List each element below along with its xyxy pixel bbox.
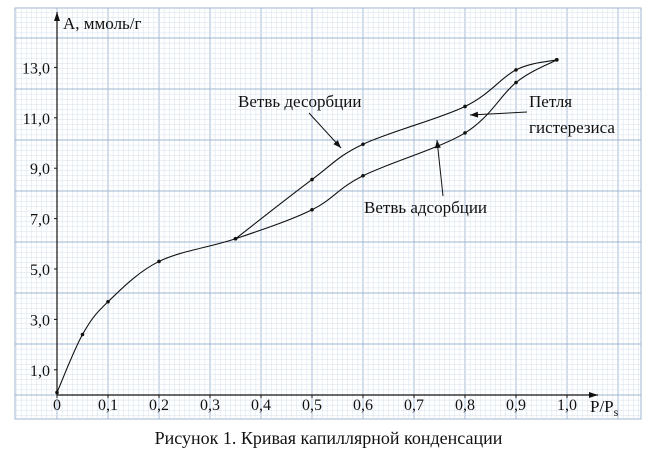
adsorption-point bbox=[361, 173, 365, 178]
graph-paper-sheet bbox=[14, 7, 642, 420]
adsorption-point bbox=[514, 80, 518, 85]
figure-caption: Рисунок 1. Кривая капиллярной конденсаци… bbox=[154, 428, 503, 448]
x-tick-label: 0,9 bbox=[506, 397, 526, 414]
x-axis-label: P/Ps bbox=[590, 397, 619, 419]
y-tick-label: 1,0 bbox=[30, 363, 50, 380]
hysteresis-label-line2: гистерезиса bbox=[529, 118, 615, 137]
x-axis-label-p: P/P bbox=[590, 397, 614, 416]
x-tick-label: 1,0 bbox=[557, 397, 577, 414]
desorption-point bbox=[361, 142, 365, 147]
y-tick-label: 11,0 bbox=[23, 111, 50, 128]
hysteresis-label-arrow-head-icon bbox=[470, 111, 479, 118]
x-tick-label: 0,7 bbox=[404, 397, 424, 414]
adsorption-point bbox=[106, 299, 110, 304]
desorption-label-arrow-head-icon bbox=[333, 140, 341, 148]
series-layer bbox=[55, 58, 559, 395]
hysteresis-label-line1: Петля bbox=[529, 92, 572, 111]
desorption-point bbox=[233, 236, 238, 241]
desorption-point bbox=[310, 177, 314, 182]
y-tick-label: 9,0 bbox=[30, 161, 50, 178]
adsorption-point bbox=[55, 390, 59, 395]
adsorption-label-arrow-head-icon bbox=[434, 140, 441, 149]
x-tick-label: 0,8 bbox=[455, 397, 475, 414]
adsorption-curve bbox=[56, 59, 558, 393]
adsorption-point bbox=[157, 259, 161, 264]
x-tick-label: 0,6 bbox=[353, 397, 373, 414]
y-tick-label: 7,0 bbox=[30, 212, 50, 229]
adsorption-point bbox=[80, 332, 85, 337]
adsorption-label-arrow bbox=[436, 139, 444, 197]
adsorption-branch-label: Ветвь адсорбции bbox=[364, 198, 487, 217]
graph-paper-grid bbox=[14, 7, 642, 420]
x-tick-label: 0,3 bbox=[200, 397, 220, 414]
x-tick-label: 0,5 bbox=[302, 397, 322, 414]
x-tick-label: 0,1 bbox=[98, 397, 118, 414]
adsorption-point bbox=[463, 131, 467, 135]
axes bbox=[54, 12, 598, 398]
x-tick-label: 0 bbox=[53, 397, 61, 414]
y-tick-label: 13,0 bbox=[22, 60, 50, 77]
x-axis-arrow-icon bbox=[589, 392, 598, 398]
y-axis-label: А, ммоль/г bbox=[63, 14, 142, 33]
desorption-point bbox=[514, 68, 518, 72]
x-axis-label-subscript: s bbox=[614, 405, 619, 419]
x-tick-label: 0,2 bbox=[149, 397, 169, 414]
desorption-point bbox=[555, 58, 559, 62]
adsorption-point bbox=[310, 207, 314, 212]
tick-labels: 0 0,1 0,2 0,3 0,4 0,5 0,6 0,7 0,8 0,9 1,0 1,0 3,0 5,0… bbox=[22, 60, 577, 414]
desorption-point bbox=[463, 104, 467, 109]
y-axis-arrow-icon bbox=[54, 12, 60, 21]
y-tick-label: 5,0 bbox=[30, 262, 50, 279]
desorption-branch-label: Ветвь десорбции bbox=[238, 92, 361, 111]
annotations: А, ммоль/г P/Ps Ветвь десорбции Ветвь ад… bbox=[63, 14, 619, 419]
hysteresis-label-arrow bbox=[469, 111, 528, 116]
y-tick-label: 3,0 bbox=[30, 312, 50, 329]
x-tick-label: 0,4 bbox=[251, 397, 271, 414]
